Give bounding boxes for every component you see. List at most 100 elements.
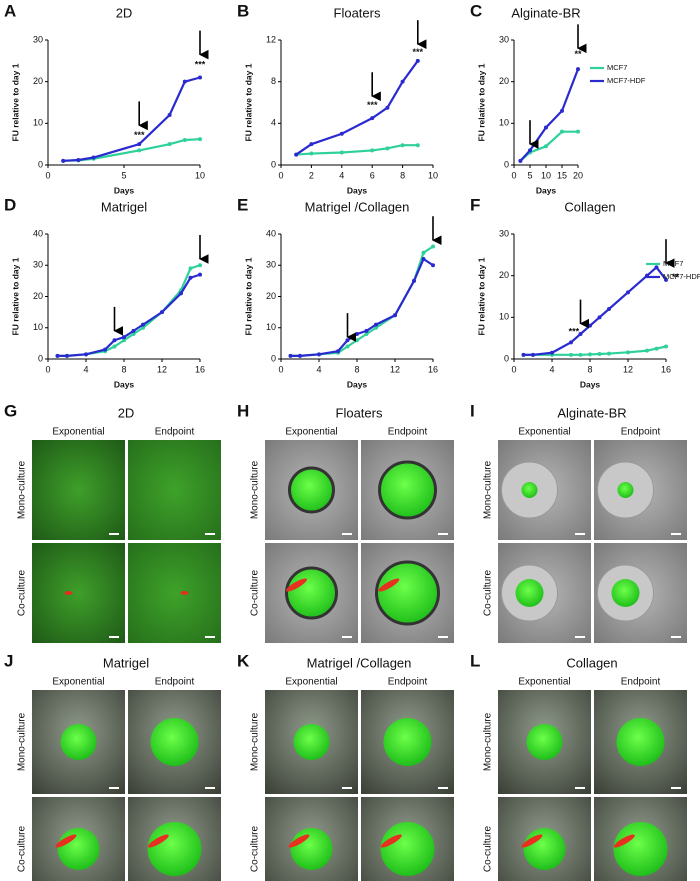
data-point	[645, 348, 649, 353]
significance: ***	[367, 100, 378, 110]
x-axis-label: Days	[347, 379, 368, 389]
panel-letter: A	[4, 1, 16, 20]
data-point	[521, 352, 526, 357]
significance: ***	[413, 47, 424, 57]
panel-letter: E	[237, 195, 248, 214]
y-tick-label: 30	[266, 260, 276, 270]
data-point	[309, 151, 314, 156]
x-tick-label: 8	[121, 364, 126, 374]
data-point	[345, 344, 350, 349]
data-point	[339, 131, 344, 136]
series-line	[63, 76, 201, 162]
panel-letter: C	[470, 1, 482, 20]
column-label: Endpoint	[388, 427, 428, 438]
micrograph	[32, 543, 125, 643]
data-point	[198, 263, 202, 268]
cell	[57, 828, 100, 870]
column-label: Endpoint	[621, 677, 661, 688]
x-tick-label: 0	[45, 170, 50, 180]
chart-title: 2D	[116, 5, 133, 20]
x-axis-label: Days	[580, 379, 601, 389]
x-axis-label: Days	[114, 185, 135, 195]
cell	[288, 466, 335, 514]
row-label: Mono-culture	[17, 712, 28, 771]
panel-letter: H	[237, 401, 249, 420]
data-point	[412, 278, 416, 283]
series-line	[296, 144, 418, 156]
data-point	[607, 351, 611, 356]
red-fibroblast	[288, 834, 310, 848]
data-point	[664, 277, 668, 282]
red-fibroblast	[380, 834, 402, 848]
micrograph	[128, 543, 221, 643]
column-label: Endpoint	[621, 427, 661, 438]
x-tick-label: 10	[428, 170, 438, 180]
series-line	[519, 130, 578, 162]
data-point	[131, 332, 136, 336]
data-point	[339, 150, 344, 155]
data-point	[91, 155, 96, 160]
x-tick-label: 16	[195, 364, 205, 374]
data-point	[550, 350, 554, 355]
y-tick-label: 0	[271, 159, 276, 169]
x-tick-label: 20	[573, 170, 583, 180]
series-line	[519, 68, 580, 162]
x-tick-label: 4	[316, 364, 321, 374]
data-point	[560, 129, 564, 134]
data-point	[626, 290, 630, 295]
cell	[147, 822, 202, 876]
data-point	[160, 310, 164, 315]
panel-letter: F	[470, 195, 480, 214]
red-fibroblast	[147, 834, 169, 848]
series-line	[290, 257, 434, 357]
micrograph	[128, 440, 221, 540]
data-point	[544, 125, 548, 130]
x-tick-label: 0	[278, 170, 283, 180]
x-tick-label: 0	[278, 364, 283, 374]
data-point	[336, 349, 340, 354]
y-axis-label: FU relative to day 1	[10, 257, 20, 335]
data-point	[179, 291, 183, 296]
panel-letter: D	[4, 195, 16, 214]
data-point	[431, 244, 435, 249]
significance: ***	[195, 59, 206, 69]
data-point	[198, 272, 202, 277]
panel-title: Matrigel	[103, 655, 149, 670]
cell	[515, 579, 544, 607]
column-label: Exponential	[52, 427, 104, 438]
x-tick-label: 4	[339, 170, 344, 180]
significance: ***	[134, 130, 145, 140]
series-line	[290, 245, 434, 357]
y-tick-label: 30	[33, 260, 43, 270]
panel-title: Collagen	[566, 655, 617, 670]
red-fibroblast	[378, 578, 400, 592]
row-label: Co-culture	[250, 826, 261, 873]
column-label: Exponential	[518, 677, 570, 688]
green-texture	[32, 543, 125, 643]
significance: **	[574, 49, 582, 59]
data-point	[370, 148, 375, 153]
data-point	[309, 142, 314, 147]
data-point	[188, 275, 193, 280]
series-line	[523, 265, 667, 356]
x-tick-label: 2	[309, 170, 314, 180]
red-fibroblast	[521, 834, 543, 848]
data-point	[374, 325, 378, 330]
row-label: Co-culture	[250, 570, 261, 617]
panel-letter: J	[4, 651, 13, 670]
chart-title: Alginate-BR	[511, 5, 580, 20]
y-tick-label: 20	[33, 291, 43, 301]
series-line	[57, 273, 201, 357]
x-tick-label: 8	[354, 364, 359, 374]
y-tick-label: 20	[499, 76, 509, 86]
data-point	[400, 143, 405, 148]
data-point	[385, 105, 390, 110]
data-point	[544, 144, 548, 149]
cell	[150, 718, 199, 766]
data-point	[182, 79, 187, 84]
row-label: Mono-culture	[483, 460, 494, 519]
cell	[617, 482, 634, 498]
x-tick-label: 8	[400, 170, 405, 180]
data-point	[421, 257, 426, 261]
